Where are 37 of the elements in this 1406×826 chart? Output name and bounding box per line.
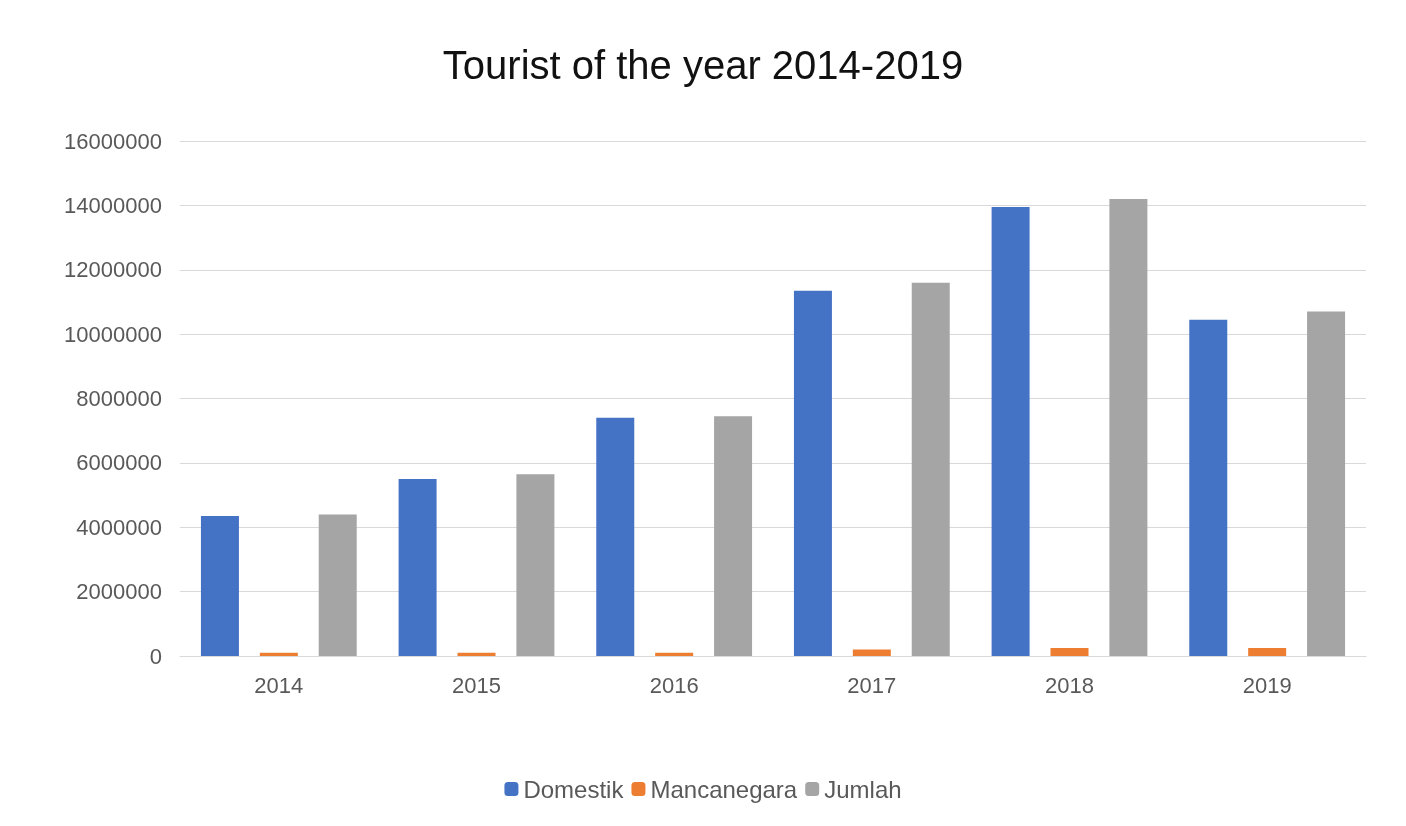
y-tick-label: 4000000 — [76, 514, 162, 540]
x-tick-label: 2016 — [649, 672, 699, 698]
bar — [259, 652, 298, 656]
bar — [398, 478, 437, 656]
y-tick-label: 10000000 — [64, 321, 162, 347]
bar — [911, 282, 950, 656]
bar — [596, 417, 635, 656]
y-tick-label: 16000000 — [64, 128, 162, 154]
bar — [793, 290, 832, 656]
bar — [1307, 311, 1346, 656]
x-tick-label: 2015 — [452, 672, 501, 698]
legend-label: Domestik — [523, 775, 625, 803]
bar — [655, 652, 694, 656]
bar — [200, 515, 239, 656]
legend-label: Mancanegara — [650, 775, 798, 803]
legend-label: Jumlah — [824, 775, 902, 803]
bar — [457, 652, 496, 656]
bar — [1189, 319, 1228, 656]
bar — [1109, 198, 1148, 656]
bar — [318, 514, 357, 656]
bar — [516, 474, 555, 656]
bar — [1050, 647, 1089, 656]
y-tick-label: 0 — [149, 643, 162, 669]
x-tick-label: 2018 — [1045, 672, 1094, 698]
x-tick-label: 2017 — [847, 672, 897, 698]
chart-title: Tourist of the year 2014-2019 — [442, 43, 964, 87]
x-tick-label: 2014 — [254, 672, 304, 698]
bar — [714, 416, 753, 656]
y-tick-label: 14000000 — [64, 192, 162, 218]
y-tick-label: 12000000 — [64, 257, 162, 283]
y-tick-label: 6000000 — [76, 450, 162, 476]
x-tick-label: 2019 — [1242, 672, 1292, 698]
y-tick-label: 2000000 — [76, 579, 162, 605]
bar — [852, 649, 891, 656]
bar — [991, 206, 1030, 656]
bar — [1248, 647, 1287, 656]
y-tick-label: 8000000 — [76, 386, 162, 411]
